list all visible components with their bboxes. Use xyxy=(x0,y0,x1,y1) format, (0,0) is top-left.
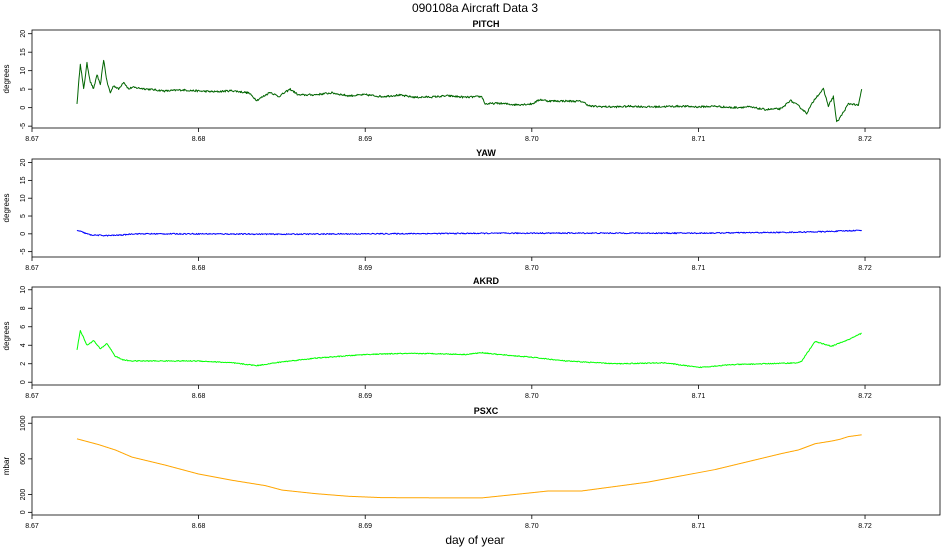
x-tick-label: 8.68 xyxy=(192,523,206,530)
y-tick-label: 10 xyxy=(20,67,27,75)
x-tick-label: 8.72 xyxy=(858,136,872,143)
panel-title: AKRD xyxy=(473,276,499,286)
y-axis-label: mbar xyxy=(2,457,11,476)
y-tick-label: 10 xyxy=(20,286,27,294)
y-tick-label: 8 xyxy=(20,306,27,310)
x-tick-label: 8.69 xyxy=(358,136,372,143)
y-tick-label: 10 xyxy=(20,194,27,202)
x-tick-label: 8.68 xyxy=(192,265,206,272)
y-tick-label: 5 xyxy=(20,87,27,91)
x-tick-label: 8.71 xyxy=(692,523,706,530)
plot-frame xyxy=(31,416,941,516)
x-tick-label: 8.71 xyxy=(692,265,706,272)
y-tick-label: 600 xyxy=(20,453,27,465)
y-tick-label: 0 xyxy=(20,232,27,236)
x-tick-label: 8.71 xyxy=(692,136,706,143)
x-tick-label: 8.69 xyxy=(358,265,372,272)
figure-title: 090108a Aircraft Data 3 xyxy=(412,1,538,15)
y-axis-label: degrees xyxy=(2,322,11,351)
series-line-pitch xyxy=(76,59,863,123)
y-tick-label: 0 xyxy=(20,106,27,110)
x-tick-label: 8.69 xyxy=(358,393,372,400)
x-tick-label: 8.67 xyxy=(25,136,39,143)
panel-pitch: PITCH 8.67 8.68 8.69 8.70 8.71 8.72 -5 0 5 10 15 20 d… xyxy=(2,19,941,143)
y-axis-label: degrees xyxy=(2,194,11,223)
series-line-psxc xyxy=(76,434,862,499)
y-tick-label: 0 xyxy=(20,380,27,384)
x-tick-label: 8.68 xyxy=(192,393,206,400)
x-tick-label: 8.67 xyxy=(25,393,39,400)
y-tick-label: 4 xyxy=(20,343,27,347)
panel-akrd: AKRD 8.67 8.68 8.69 8.70 8.71 8.72 0 2 4 6 8 10 degre… xyxy=(2,276,941,400)
x-tick-label: 8.69 xyxy=(358,523,372,530)
x-tick-label: 8.70 xyxy=(525,523,539,530)
series-line-yaw xyxy=(76,229,862,237)
y-tick-label: 1000 xyxy=(20,415,27,431)
series-line-akrd xyxy=(76,329,862,369)
x-tick-label: 8.71 xyxy=(692,393,706,400)
x-tick-label: 8.72 xyxy=(858,523,872,530)
y-tick-label: 200 xyxy=(20,489,27,501)
x-axis-label: day of year xyxy=(445,533,504,547)
x-tick-label: 8.68 xyxy=(192,136,206,143)
y-tick-label: 2 xyxy=(20,362,27,366)
y-tick-label: -5 xyxy=(20,123,27,129)
x-tick-label: 8.70 xyxy=(525,136,539,143)
y-tick-label: 20 xyxy=(20,159,27,167)
y-tick-label: 20 xyxy=(20,30,27,38)
x-tick-label: 8.72 xyxy=(858,393,872,400)
y-tick-label: 0 xyxy=(20,510,27,514)
y-tick-label: -5 xyxy=(20,248,27,254)
panel-title: PSXC xyxy=(474,406,499,416)
plot-frame xyxy=(31,158,941,258)
x-tick-label: 8.67 xyxy=(25,523,39,530)
y-axis-label: degrees xyxy=(2,65,11,94)
panel-title: PITCH xyxy=(473,19,500,29)
y-tick-label: 6 xyxy=(20,325,27,329)
panel-title: YAW xyxy=(476,148,496,158)
x-tick-label: 8.70 xyxy=(525,265,539,272)
plot-frame xyxy=(31,29,941,129)
x-tick-label: 8.72 xyxy=(858,265,872,272)
y-tick-label: 5 xyxy=(20,214,27,218)
x-tick-label: 8.70 xyxy=(525,393,539,400)
panel-psxc: PSXC 8.67 8.68 8.69 8.70 8.71 8.72 0 200 600 1000 m… xyxy=(2,406,941,530)
x-tick-label: 8.67 xyxy=(25,265,39,272)
panel-yaw: YAW 8.67 8.68 8.69 8.70 8.71 8.72 -5 0 5 10 15 20 deg… xyxy=(2,148,941,272)
y-tick-label: 15 xyxy=(20,176,27,184)
plot-frame xyxy=(31,286,941,386)
y-tick-label: 15 xyxy=(20,48,27,56)
